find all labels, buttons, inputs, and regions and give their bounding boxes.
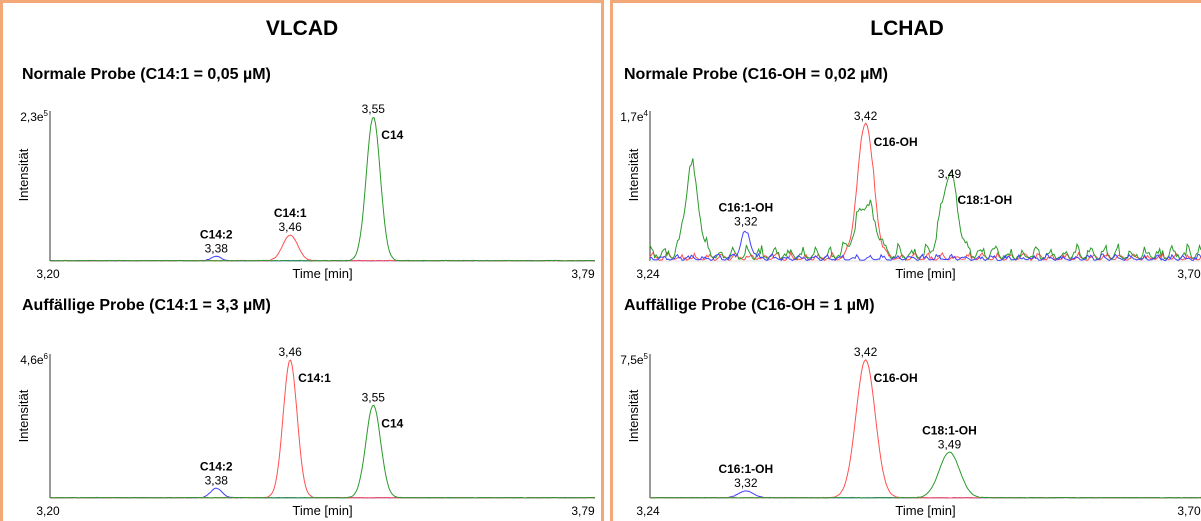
peak-name-label: C16-OH [874, 371, 918, 385]
chart-title-vlcad-normal: Normale Probe (C14:1 = 0,05 µM) [22, 66, 271, 83]
peak-rt-label: 3,49 [938, 437, 962, 451]
peak-rt-label: 3,46 [278, 220, 302, 234]
peak-rt-label: 3,32 [734, 214, 758, 228]
panel-title-lchad: LCHAD [870, 17, 944, 40]
x-tick-label: 3,24 [636, 267, 660, 281]
peak-name-label: C18:1-OH [957, 193, 1012, 207]
x-axis-label: Time [min] [292, 503, 352, 518]
peak-rt-label: 3,42 [854, 345, 878, 359]
y-max-label: 1,7e4 [620, 109, 648, 124]
x-tick-label: 3,20 [36, 504, 60, 518]
chart-title-lchad-normal: Normale Probe (C16-OH = 0,02 µM) [624, 66, 888, 83]
x-axis-label: Time [min] [292, 266, 352, 281]
y-axis-label: Intensität [16, 148, 31, 201]
peak-name-label: C14 [381, 128, 403, 142]
series-line [649, 122, 1201, 262]
peak-rt-label: 3,32 [734, 476, 758, 490]
series-line [649, 451, 1201, 499]
x-tick-label: 3,24 [636, 504, 660, 518]
panel-title-vlcad: VLCAD [265, 17, 339, 40]
x-tick-label: 3,79 [571, 504, 595, 518]
y-axis-label: Intensität [626, 148, 641, 201]
peak-rt-label: 3,42 [854, 109, 878, 123]
x-axis-label: Time [min] [895, 266, 955, 281]
peak-name-label: C16-OH [874, 135, 918, 149]
peak-rt-label: 3,46 [278, 345, 302, 359]
series-line [49, 404, 596, 499]
peak-rt-label: 3,38 [205, 473, 229, 487]
y-max-label: 4,6e6 [20, 352, 48, 367]
peak-rt-label: 3,49 [938, 167, 962, 181]
series-line [649, 230, 1201, 262]
y-axis-label: Intensität [626, 389, 641, 442]
vlcad-panel: VLCAD [0, 0, 604, 521]
x-tick-label: 3,20 [36, 267, 60, 281]
peak-name-label: C14:1 [298, 371, 331, 385]
peak-name-label: C14:1 [274, 206, 307, 220]
x-tick-label: 3,79 [571, 267, 595, 281]
peak-name-label: C16:1-OH [718, 462, 773, 476]
x-tick-label: 3,70 [1177, 504, 1201, 518]
chart-title-lchad-abnormal: Auffällige Probe (C16-OH = 1 µM) [624, 297, 875, 314]
series-line [50, 116, 596, 262]
y-max-label: 7,5e5 [620, 352, 648, 367]
chart-title-vlcad-abnormal: Auffällige Probe (C14:1 = 3,3 µM) [22, 297, 271, 314]
lchad-panel: LCHAD [610, 0, 1201, 521]
series-line [649, 158, 1201, 261]
y-axis-label: Intensität [16, 389, 31, 442]
peak-rt-label: 3,55 [362, 102, 386, 116]
peak-rt-label: 3,55 [362, 391, 386, 405]
series-line [49, 487, 596, 499]
peak-name-label: C16:1-OH [718, 200, 773, 214]
y-max-label: 2,3e5 [20, 109, 48, 124]
peak-rt-label: 3,38 [205, 242, 229, 256]
peak-name-label: C14:2 [200, 459, 233, 473]
series-line [49, 234, 596, 262]
x-tick-label: 3,70 [1177, 267, 1201, 281]
peak-name-label: C14:2 [200, 228, 233, 242]
peak-name-label: C14 [381, 417, 403, 431]
x-axis-label: Time [min] [895, 503, 955, 518]
peak-name-label: C18:1-OH [922, 423, 977, 437]
